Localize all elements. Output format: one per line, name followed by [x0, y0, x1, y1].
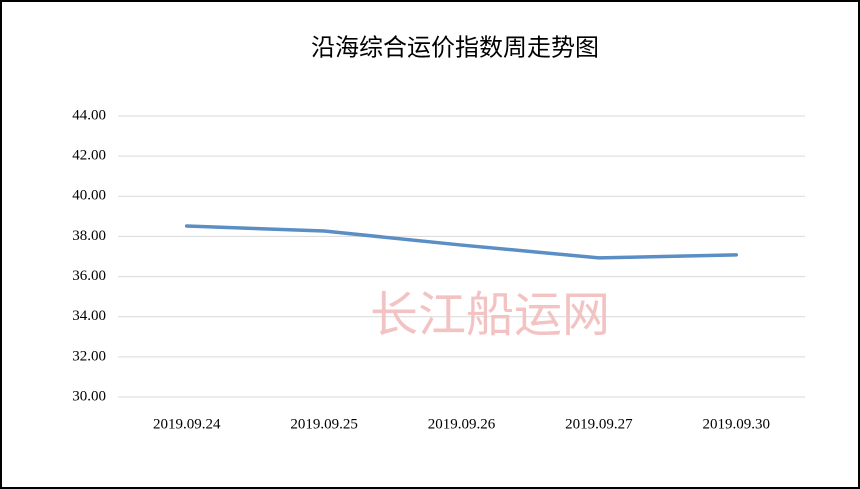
y-tick-label: 34.00: [72, 308, 106, 324]
y-tick-label: 32.00: [72, 348, 106, 364]
y-tick-label: 44.00: [72, 107, 106, 123]
x-tick-label: 2019.09.25: [290, 416, 358, 432]
watermark: 长江船运网: [370, 289, 610, 342]
y-tick-label: 38.00: [72, 228, 106, 244]
y-tick-label: 42.00: [72, 148, 106, 164]
chart-title: 沿海综合运价指数周走势图: [311, 35, 599, 62]
x-tick-label: 2019.09.26: [428, 416, 496, 432]
x-tick-label: 2019.09.27: [565, 416, 633, 432]
x-tick-label: 2019.09.30: [703, 416, 771, 432]
y-tick-label: 40.00: [72, 188, 106, 204]
y-tick-label: 30.00: [72, 388, 106, 404]
y-tick-label: 36.00: [72, 268, 106, 284]
line: [184, 224, 739, 260]
x-tick-label: 2019.09.24: [153, 416, 221, 432]
